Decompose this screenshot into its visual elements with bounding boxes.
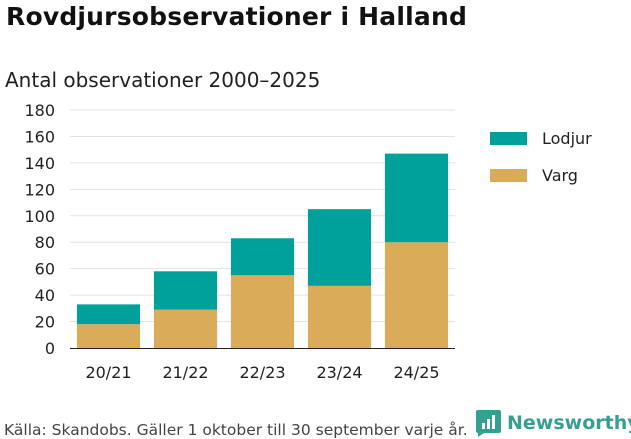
legend-label-lodjur: Lodjur (542, 128, 592, 148)
brand-logo: Newsworthy (475, 408, 631, 438)
x-axis-ticks: 20/21 21/22 22/23 23/24 24/25 (85, 363, 439, 382)
x-tick-label: 21/22 (162, 363, 208, 382)
x-tick-label: 20/21 (85, 363, 131, 382)
chart-title: Rovdjursobservationer i Halland (6, 2, 468, 31)
bar-lodjur-21-22 (153, 271, 218, 310)
y-tick-label: 140 (24, 154, 55, 173)
bar-lodjur-23-24 (307, 209, 372, 286)
y-tick-label: 160 (24, 127, 55, 146)
bar-lodjur-22-23 (230, 238, 295, 276)
newsworthy-logo-icon (476, 410, 501, 437)
y-tick-label: 60 (35, 260, 55, 279)
x-tick-label: 23/24 (316, 363, 362, 382)
y-tick-label: 40 (35, 286, 55, 305)
bar-varg-23-24 (307, 285, 372, 348)
legend-item-varg: Varg (490, 165, 592, 185)
x-tick-label: 24/25 (393, 363, 439, 382)
chart-subtitle: Antal observationer 2000–2025 (5, 68, 321, 92)
bar-varg-24-25 (384, 242, 449, 348)
y-tick-label: 0 (45, 339, 55, 358)
bar-lodjur-24-25 (384, 153, 449, 243)
legend-item-lodjur: Lodjur (490, 128, 592, 148)
bar-varg-21-22 (153, 309, 218, 348)
bar-lodjur-20-21 (76, 304, 141, 325)
bar-varg-20-21 (76, 324, 141, 348)
y-tick-label: 80 (35, 233, 55, 252)
bars (76, 153, 449, 348)
y-tick-label: 120 (24, 180, 55, 199)
y-tick-label: 100 (24, 207, 55, 226)
legend-swatch-lodjur (490, 131, 527, 145)
legend-label-varg: Varg (542, 165, 578, 185)
bar-varg-22-23 (230, 275, 295, 348)
brand-name: Newsworthy (507, 412, 631, 434)
y-tick-label: 20 (35, 313, 55, 332)
source-note: Källa: Skandobs. Gäller 1 oktober till 3… (4, 421, 468, 439)
y-axis-ticks: 0 20 40 60 80 100 120 140 160 180 (24, 101, 55, 358)
y-tick-label: 180 (24, 101, 55, 120)
bar-chart: 0 20 40 60 80 100 120 140 160 180 20/21 21/22 22/23… (24, 101, 455, 382)
legend-swatch-varg (490, 168, 527, 182)
x-tick-label: 22/23 (239, 363, 285, 382)
legend: Lodjur Varg (490, 128, 592, 202)
